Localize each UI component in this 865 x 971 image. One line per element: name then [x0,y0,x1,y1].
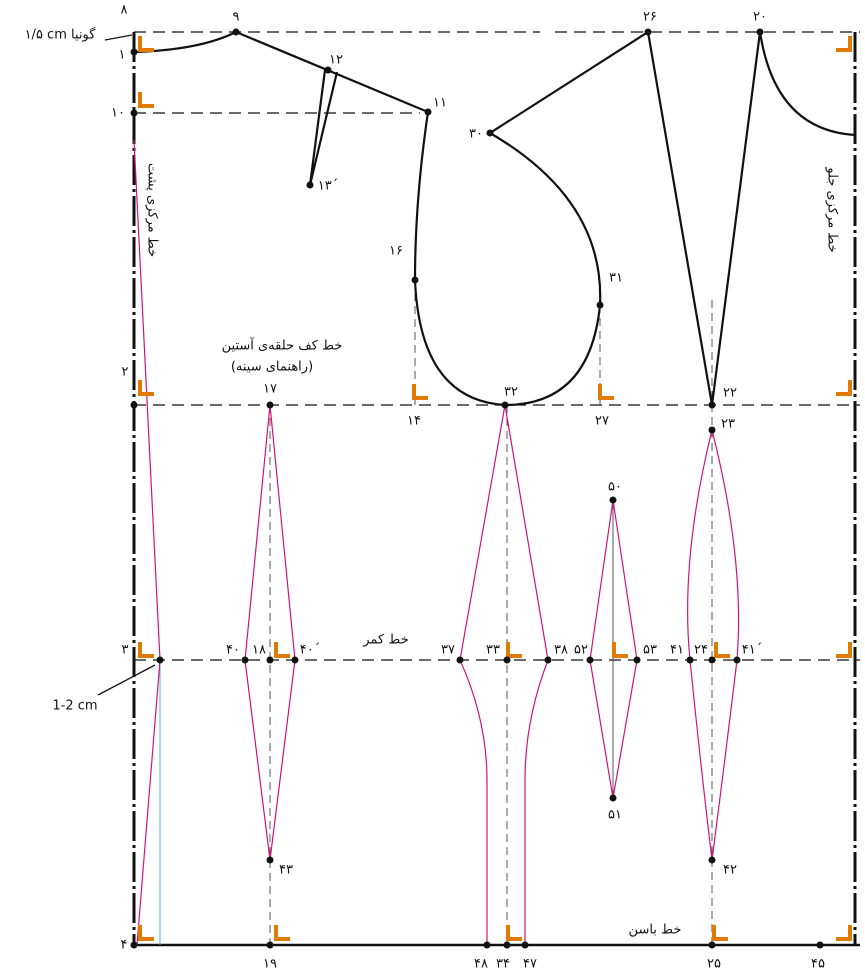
label: ۲۶ [643,10,657,25]
label: ۲۲ [723,386,737,401]
label: خط باسن [629,923,682,938]
label: (راهنمای سینه) [231,360,313,375]
label: ۸ [121,3,128,18]
label: ۴۱ [670,643,684,658]
label: ۴۲ [723,863,737,878]
label: ۵۳ [643,643,657,658]
label: ۵۱ [608,808,622,823]
label: خط مرکزی پشت [145,163,160,257]
label: ۹ [233,10,240,25]
guide-lines [132,31,860,947]
label: ۱۰ [111,106,125,121]
label: ۲۵ [707,957,721,971]
label: ۲۰ [753,10,767,25]
label: خط کمر [362,633,408,648]
label: ۳۴ [496,957,510,971]
label: ۴۱´ [742,643,762,658]
label: ۳۰ [469,127,483,142]
label: ۳۲ [504,385,518,400]
label: ۱۸ [252,643,266,658]
label: ۴ [121,938,128,953]
label: ۱۹ [263,957,277,971]
label: ۴۳ [279,863,293,878]
label: ۳۱ [609,271,623,286]
label: ۳۳ [486,643,500,658]
label: ۵۰ [608,480,622,495]
label: ۱۱ [433,96,447,111]
label: ۱۴ [407,414,421,429]
label: ۴۰´ [300,643,320,658]
labels: ۱/۵ cm گونیا ۸ ۹ ۱۲ ۱۱ ۱۳´ ۱ ۱۰ خط مرکزی… [25,3,840,971]
label: ۱۲ [329,53,343,68]
label: ۳۸ [554,643,568,658]
label: ۱۷ [263,382,277,397]
label: ۱۳´ [318,179,338,194]
label: خط مرکزی جلو [825,166,840,252]
label: ۴۰ [226,643,240,658]
points [130,28,824,949]
label: ۴۷ [523,957,537,971]
arrows [97,34,156,696]
label: ۱/۵ cm گونیا [25,27,97,43]
label: ۱۶ [389,244,403,259]
label: ۴۸ [474,957,488,971]
label: 1-2 cm [52,699,97,714]
label: ۲۴ [694,643,708,658]
square-marks [138,36,852,941]
seam-lines [133,139,740,946]
label: ۳۷ [441,643,455,658]
label: ۳ [122,643,129,658]
label: خط کف حلقه‌ی آستین [222,337,343,354]
label: ۵۲ [574,643,588,658]
label: ۴۵ [811,957,825,971]
label: ۲۷ [595,414,609,429]
label: ۱ [119,48,126,63]
label: ۲ [122,365,129,380]
label: ۲۳ [721,417,735,432]
